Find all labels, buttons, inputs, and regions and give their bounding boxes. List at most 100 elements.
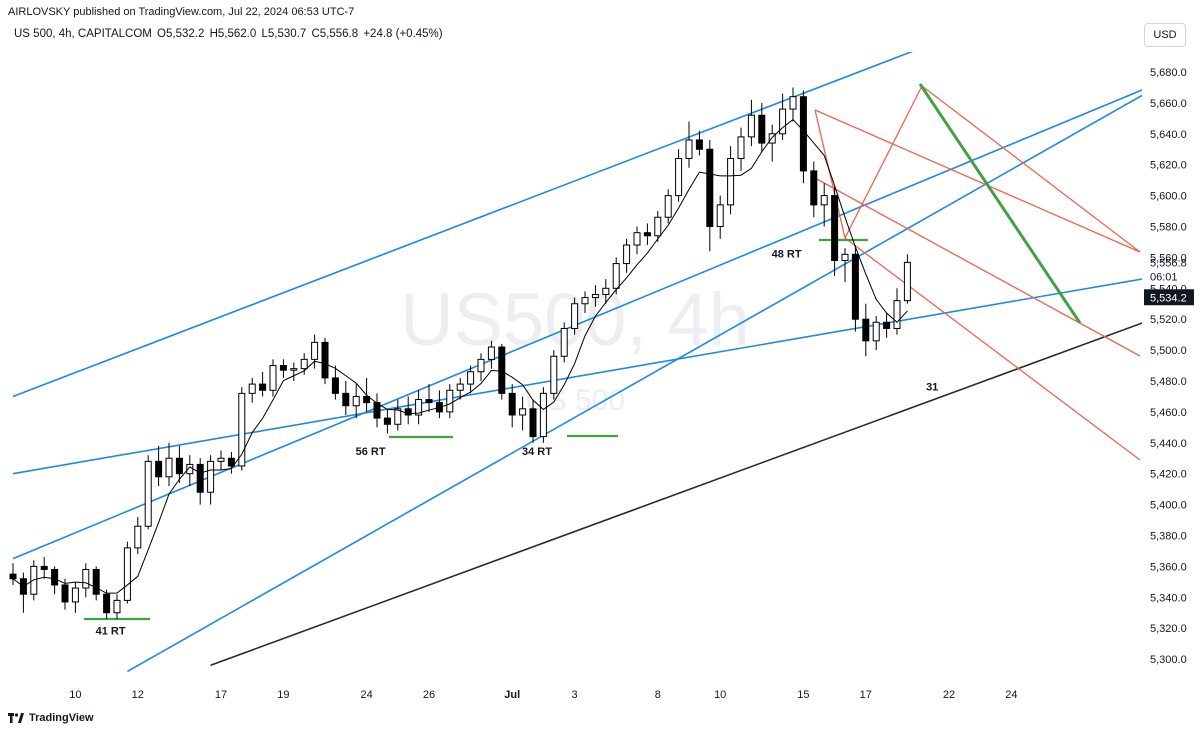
candle [238,387,246,471]
annotation-label: 56 RT [356,446,386,458]
candle [71,581,79,613]
annotation-label: 41 RT [96,625,126,637]
candle [602,279,610,304]
candle-body [331,377,339,394]
candle [269,359,277,397]
y-axis-tick-label: 5,660.0 [1150,98,1187,110]
candle-body [519,408,527,416]
symbol-name[interactable]: US 500, 4h, CAPITALCOM [14,28,152,40]
candle [487,340,495,369]
candle-body [165,457,173,478]
candle [685,121,693,168]
candle [779,93,787,140]
candle-body [71,587,79,603]
candle-body [675,158,683,197]
candle-body [664,195,672,218]
candle-body [591,293,599,299]
candle-body [404,408,412,416]
candle [279,359,287,378]
candle-body [508,392,516,416]
candle [862,303,870,357]
x-axis-tick-label: 12 [132,689,144,701]
y-axis-tick-label: 5,360.0 [1150,561,1187,573]
candle-body [872,321,880,342]
candle-body [321,341,329,379]
candle [331,365,339,400]
candle [539,387,547,443]
candle-body [113,599,121,614]
last-price-label: 5,556.8 [1150,257,1187,269]
y-axis-tick-label: 5,460.0 [1150,407,1187,419]
candle-body [394,408,402,425]
countdown-label: 06:01 [1150,271,1178,283]
tradingview-brand: TradingView [29,712,94,724]
ohlc-open: O5,532.2 [157,28,205,40]
candle-body [862,318,870,342]
candle-body [279,365,287,371]
candle [155,445,163,487]
blue-channel-lower-line [127,94,1142,673]
candle [175,445,183,483]
candle-body [238,392,246,467]
candle [259,371,267,397]
candle [227,452,235,474]
candle-body [196,463,204,493]
candle [9,563,17,585]
candle [103,589,111,619]
candle-body [685,139,693,160]
candle-body [612,263,620,289]
currency-button[interactable]: USD [1144,23,1186,47]
candle-body [227,457,235,467]
candle [581,291,589,314]
candle-body [290,368,298,371]
candle [851,245,859,332]
red-channel-lower-line [844,237,1141,461]
candle-body [654,216,662,237]
y-axis-tick-label: 5,380.0 [1150,531,1187,543]
candle-body [123,547,131,601]
candle [820,183,828,227]
candle [113,594,121,619]
red-pivot-lines [814,85,923,240]
y-axis-tick-label: 5,640.0 [1150,129,1187,141]
candle-body [217,457,225,462]
y-axis-tick-label: 5,600.0 [1150,191,1187,203]
candle-body [498,346,506,394]
candle-body [155,460,163,478]
candle-body [9,573,17,580]
candle [123,541,131,604]
published-caption: AIRLOVSKY published on TradingView.com, … [8,6,355,18]
annotation-label: 48 RT [772,248,802,260]
ohlc-change: +24.8 (+0.45%) [363,28,443,40]
x-axis-tick-label: Jul [504,689,520,701]
candle-body [134,525,142,549]
candle [872,316,880,351]
candle [841,248,849,283]
x-axis-tick-label: 24 [360,689,372,701]
y-axis-tick-label: 5,620.0 [1150,160,1187,172]
y-axis-tick-label: 5,580.0 [1150,222,1187,234]
candle-body [643,232,651,237]
black-support-line [210,322,1142,667]
candle-body [259,383,267,391]
symbol-info-line: US 500, 4h, CAPITALCOM O5,532.2 H5,562.0… [14,28,445,40]
candle [446,384,454,419]
candle [311,334,319,369]
candle [508,384,516,428]
candle [186,455,194,487]
candle-body [560,327,568,357]
candle [321,337,329,385]
candle-body [363,395,371,404]
red-channel-upper-line [814,109,1141,253]
candle [612,257,620,295]
candle-body [758,114,766,144]
candle-body [61,584,69,603]
candle-body [92,568,100,595]
x-axis-tick-label: 17 [215,689,227,701]
y-axis-tick-label: 5,400.0 [1150,500,1187,512]
candle [415,390,423,425]
candle-body [883,321,891,329]
candle-body [529,408,537,438]
